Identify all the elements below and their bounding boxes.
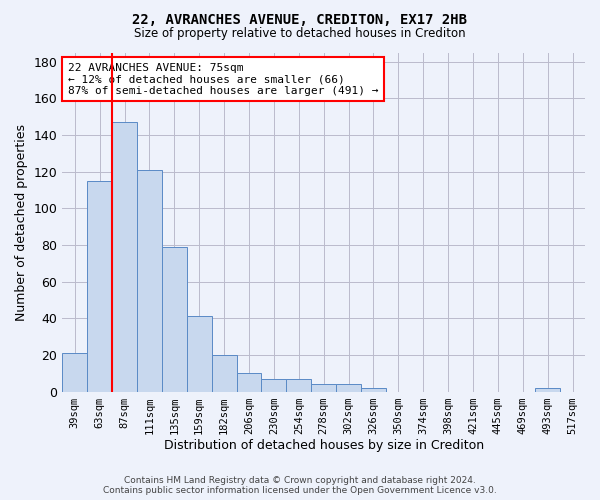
Bar [87,181,112,392]
Bar [62,353,87,392]
Text: 22, AVRANCHES AVENUE, CREDITON, EX17 2HB: 22, AVRANCHES AVENUE, CREDITON, EX17 2HB [133,12,467,26]
Text: Contains HM Land Registry data © Crown copyright and database right 2024.
Contai: Contains HM Land Registry data © Crown c… [103,476,497,495]
Text: Size of property relative to detached houses in Crediton: Size of property relative to detached ho… [134,28,466,40]
Bar [361,388,386,392]
Bar [112,122,137,392]
Bar [286,379,311,392]
Y-axis label: Number of detached properties: Number of detached properties [15,124,28,320]
Bar [187,316,212,392]
X-axis label: Distribution of detached houses by size in Crediton: Distribution of detached houses by size … [164,440,484,452]
Bar [212,355,236,392]
Bar [311,384,336,392]
Bar [336,384,361,392]
Bar [236,374,262,392]
Text: 22 AVRANCHES AVENUE: 75sqm
← 12% of detached houses are smaller (66)
87% of semi: 22 AVRANCHES AVENUE: 75sqm ← 12% of deta… [68,62,378,96]
Bar [262,379,286,392]
Bar [137,170,162,392]
Bar [162,247,187,392]
Bar [535,388,560,392]
